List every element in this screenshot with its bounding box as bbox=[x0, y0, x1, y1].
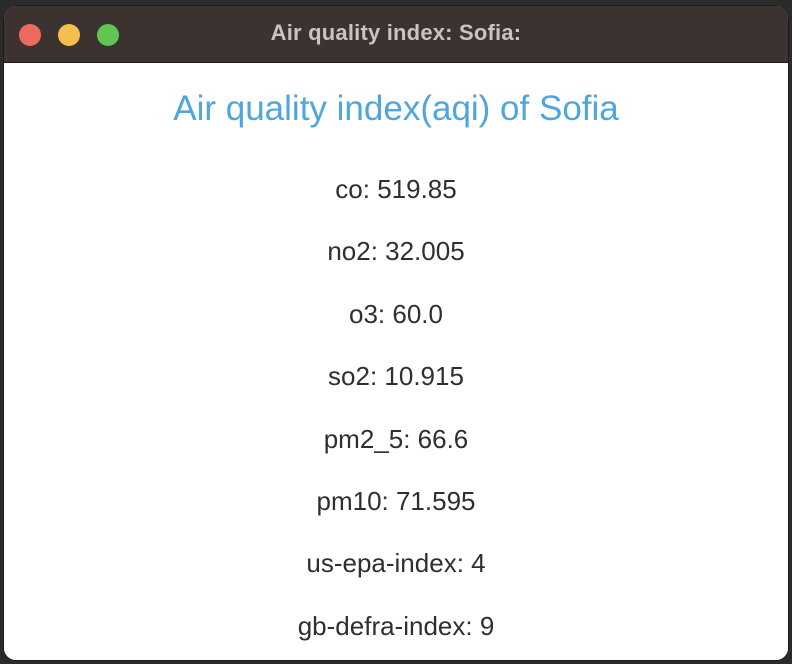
maximize-window-button[interactable] bbox=[97, 24, 119, 46]
reading-so2: so2: 10.915 bbox=[328, 361, 464, 392]
minimize-window-button[interactable] bbox=[58, 24, 80, 46]
main-content: Air quality index(aqi) of Sofia co: 519.… bbox=[4, 63, 788, 660]
reading-no2: no2: 32.005 bbox=[327, 236, 465, 267]
reading-o3: o3: 60.0 bbox=[349, 298, 443, 329]
reading-co: co: 519.85 bbox=[335, 174, 457, 204]
readings-list: co: 519.85 no2: 32.005 o3: 60.0 so2: 10.… bbox=[4, 175, 788, 660]
close-window-button[interactable] bbox=[19, 24, 41, 46]
window-title: Air quality index: Sofia: bbox=[270, 20, 522, 45]
app-window: Air quality index: Sofia: Air quality in… bbox=[4, 6, 788, 660]
title-bar[interactable]: Air quality index: Sofia: bbox=[4, 6, 788, 63]
reading-gb-defra-index: gb-defra-index: 9 bbox=[297, 610, 495, 641]
page-heading: Air quality index(aqi) of Sofia bbox=[173, 89, 619, 128]
reading-us-epa-index: us-epa-index: 4 bbox=[306, 548, 486, 579]
reading-pm2-5: pm2_5: 66.6 bbox=[323, 423, 469, 454]
reading-pm10: pm10: 71.595 bbox=[316, 485, 476, 516]
